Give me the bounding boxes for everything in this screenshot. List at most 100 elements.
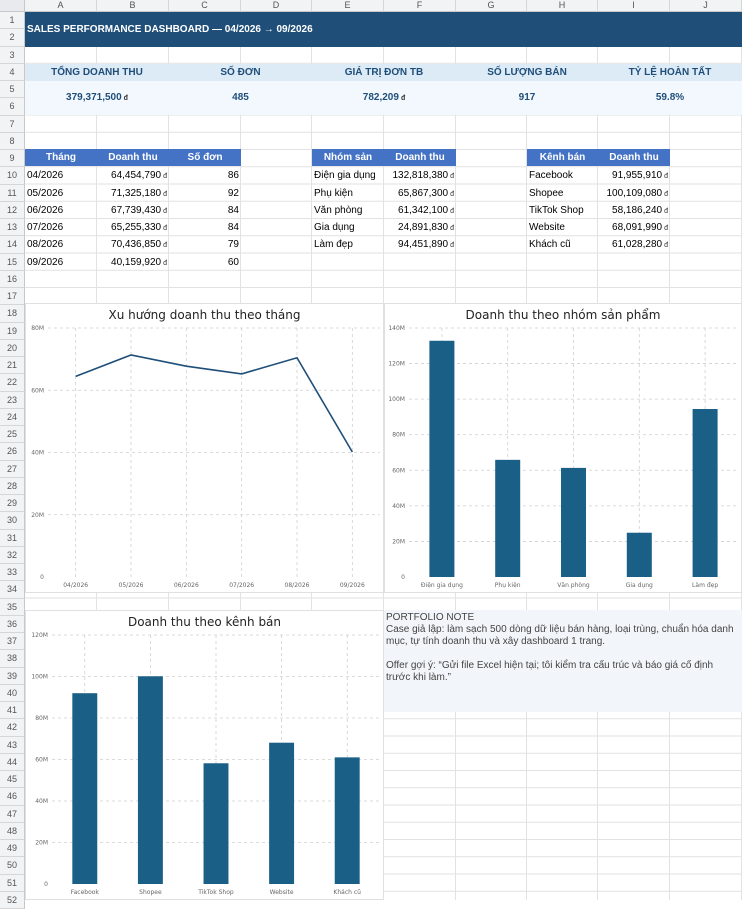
table-header-cell[interactable]: Doanh thu (384, 149, 456, 166)
table-cell[interactable]: 91,955,910 đ (598, 167, 670, 184)
row-header[interactable]: 40 (0, 684, 25, 702)
table-header-cell[interactable]: Kênh bán (527, 149, 598, 166)
row-header[interactable]: 12 (0, 201, 25, 219)
table-header-cell[interactable]: Doanh thu (97, 149, 169, 166)
row-header[interactable]: 24 (0, 408, 25, 426)
table-header-cell[interactable]: Nhóm sản phẩm (312, 149, 384, 180)
row-header[interactable]: 45 (0, 771, 25, 789)
row-header[interactable]: 34 (0, 581, 25, 599)
table-cell[interactable]: 67,739,430 đ (97, 202, 169, 219)
table-cell[interactable]: 64,454,790 đ (97, 167, 169, 184)
table-cell[interactable]: Phụ kiện (312, 185, 384, 202)
row-header[interactable]: 1 (0, 12, 25, 30)
row-header[interactable]: 38 (0, 650, 25, 668)
table-cell[interactable]: Gia dụng (312, 219, 384, 236)
row-header[interactable]: 50 (0, 857, 25, 875)
row-header[interactable]: 41 (0, 702, 25, 720)
table-cell[interactable]: 86 (169, 167, 241, 184)
row-header[interactable]: 10 (0, 167, 25, 185)
table-cell[interactable]: 61,028,280 đ (598, 236, 670, 253)
row-header[interactable]: 49 (0, 840, 25, 858)
row-header[interactable]: 36 (0, 615, 25, 633)
table-cell[interactable]: 100,109,080 đ (598, 185, 670, 202)
row-header[interactable]: 43 (0, 736, 25, 754)
table-cell[interactable]: Khách cũ (527, 236, 598, 253)
row-header[interactable]: 25 (0, 426, 25, 444)
row-header[interactable]: 27 (0, 460, 25, 478)
table-cell[interactable]: 04/2026 (25, 167, 97, 184)
table-cell[interactable]: Điện gia dụng (312, 167, 384, 184)
row-header[interactable]: 18 (0, 305, 25, 323)
column-header-a[interactable]: A (25, 0, 97, 12)
row-header[interactable]: 4 (0, 63, 25, 81)
row-header[interactable]: 51 (0, 874, 25, 892)
row-header[interactable]: 48 (0, 822, 25, 840)
row-header[interactable]: 35 (0, 598, 25, 616)
row-header[interactable]: 46 (0, 788, 25, 806)
row-header[interactable]: 32 (0, 546, 25, 564)
row-header[interactable]: 2 (0, 29, 25, 47)
column-header-d[interactable]: D (241, 0, 312, 12)
table-cell[interactable]: 07/2026 (25, 219, 97, 236)
table-cell[interactable]: 58,186,240 đ (598, 202, 670, 219)
row-header[interactable]: 37 (0, 633, 25, 651)
table-cell[interactable]: 84 (169, 202, 241, 219)
table-cell[interactable]: 65,867,300 đ (384, 185, 456, 202)
row-header[interactable]: 31 (0, 529, 25, 547)
table-cell[interactable]: Shopee (527, 185, 598, 202)
row-header[interactable]: 5 (0, 81, 25, 99)
table-cell[interactable]: 65,255,330 đ (97, 219, 169, 236)
column-header-i[interactable]: I (598, 0, 670, 12)
table-cell[interactable]: 05/2026 (25, 185, 97, 202)
table-cell[interactable]: TikTok Shop (527, 202, 598, 219)
row-header[interactable]: 17 (0, 288, 25, 306)
table-header-cell[interactable]: Số đơn (169, 149, 241, 166)
column-header-f[interactable]: F (384, 0, 456, 12)
column-header-g[interactable]: G (456, 0, 527, 12)
column-header-j[interactable]: J (670, 0, 742, 12)
row-header[interactable]: 21 (0, 357, 25, 375)
row-header[interactable]: 9 (0, 150, 25, 168)
row-header[interactable]: 39 (0, 667, 25, 685)
row-header[interactable]: 29 (0, 495, 25, 513)
table-cell[interactable]: 79 (169, 236, 241, 253)
row-header[interactable]: 19 (0, 322, 25, 340)
row-header[interactable]: 13 (0, 219, 25, 237)
row-header[interactable]: 42 (0, 719, 25, 737)
row-header[interactable]: 28 (0, 477, 25, 495)
row-header[interactable]: 7 (0, 115, 25, 133)
row-header[interactable]: 16 (0, 270, 25, 288)
row-header[interactable]: 23 (0, 391, 25, 409)
row-header[interactable]: 26 (0, 443, 25, 461)
table-cell[interactable]: Facebook (527, 167, 598, 184)
table-cell[interactable]: 94,451,890 đ (384, 236, 456, 253)
table-header-cell[interactable]: Doanh thu (598, 149, 670, 166)
row-header[interactable]: 3 (0, 46, 25, 64)
table-cell[interactable]: 24,891,830 đ (384, 219, 456, 236)
row-header[interactable]: 30 (0, 512, 25, 530)
row-header[interactable]: 44 (0, 753, 25, 771)
column-header-b[interactable]: B (97, 0, 169, 12)
table-cell[interactable]: 08/2026 (25, 236, 97, 253)
row-header[interactable]: 33 (0, 564, 25, 582)
row-header[interactable]: 52 (0, 891, 25, 909)
table-cell[interactable]: 84 (169, 219, 241, 236)
table-cell[interactable]: 132,818,380 đ (384, 167, 456, 184)
dashboard-title[interactable]: SALES PERFORMANCE DASHBOARD — 04/2026 → … (25, 12, 742, 47)
table-cell[interactable]: Làm đẹp (312, 236, 384, 253)
row-header[interactable]: 11 (0, 184, 25, 202)
select-all-corner[interactable] (0, 0, 25, 12)
table-cell[interactable]: 40,159,920 đ (97, 254, 169, 271)
portfolio-note[interactable]: PORTFOLIO NOTE Case giả lập: làm sạch 50… (384, 610, 742, 712)
table-cell[interactable]: Văn phòng (312, 202, 384, 219)
table-cell[interactable]: 06/2026 (25, 202, 97, 219)
row-header[interactable]: 14 (0, 236, 25, 254)
revenue-trend-chart[interactable]: Xu hướng doanh thu theo tháng 0 20M 40M 60M… (25, 303, 384, 593)
category-revenue-chart[interactable]: Doanh thu theo nhóm sản phẩm 0 20M 40M 60M 8… (384, 303, 742, 593)
column-header-c[interactable]: C (169, 0, 241, 12)
table-cell[interactable]: 70,436,850 đ (97, 236, 169, 253)
table-cell[interactable]: 71,325,180 đ (97, 185, 169, 202)
table-cell[interactable]: 60 (169, 254, 241, 271)
table-header-cell[interactable]: Tháng (25, 149, 97, 166)
table-cell[interactable]: 68,091,990 đ (598, 219, 670, 236)
